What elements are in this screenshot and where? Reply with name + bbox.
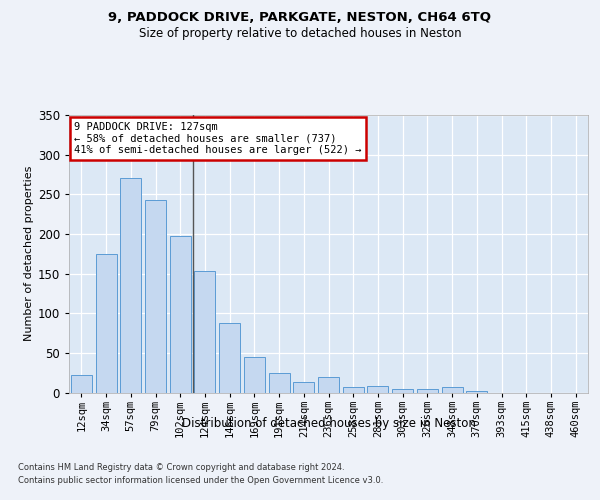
Bar	[442, 387, 463, 392]
Bar	[318, 376, 339, 392]
Y-axis label: Number of detached properties: Number of detached properties	[23, 166, 34, 342]
Bar	[145, 200, 166, 392]
Bar	[417, 388, 438, 392]
Bar	[194, 271, 215, 392]
Bar	[170, 236, 191, 392]
Text: 9 PADDOCK DRIVE: 127sqm
← 58% of detached houses are smaller (737)
41% of semi-d: 9 PADDOCK DRIVE: 127sqm ← 58% of detache…	[74, 122, 362, 155]
Bar	[95, 254, 116, 392]
Bar	[367, 386, 388, 392]
Text: Contains public sector information licensed under the Open Government Licence v3: Contains public sector information licen…	[18, 476, 383, 485]
Bar	[466, 391, 487, 392]
Text: Contains HM Land Registry data © Crown copyright and database right 2024.: Contains HM Land Registry data © Crown c…	[18, 462, 344, 471]
Bar	[293, 382, 314, 392]
Bar	[244, 357, 265, 392]
Text: 9, PADDOCK DRIVE, PARKGATE, NESTON, CH64 6TQ: 9, PADDOCK DRIVE, PARKGATE, NESTON, CH64…	[109, 11, 491, 24]
Text: Distribution of detached houses by size in Neston: Distribution of detached houses by size …	[182, 418, 476, 430]
Bar	[71, 375, 92, 392]
Bar	[343, 387, 364, 392]
Bar	[392, 388, 413, 392]
Bar	[269, 372, 290, 392]
Bar	[120, 178, 141, 392]
Text: Size of property relative to detached houses in Neston: Size of property relative to detached ho…	[139, 28, 461, 40]
Bar	[219, 322, 240, 392]
